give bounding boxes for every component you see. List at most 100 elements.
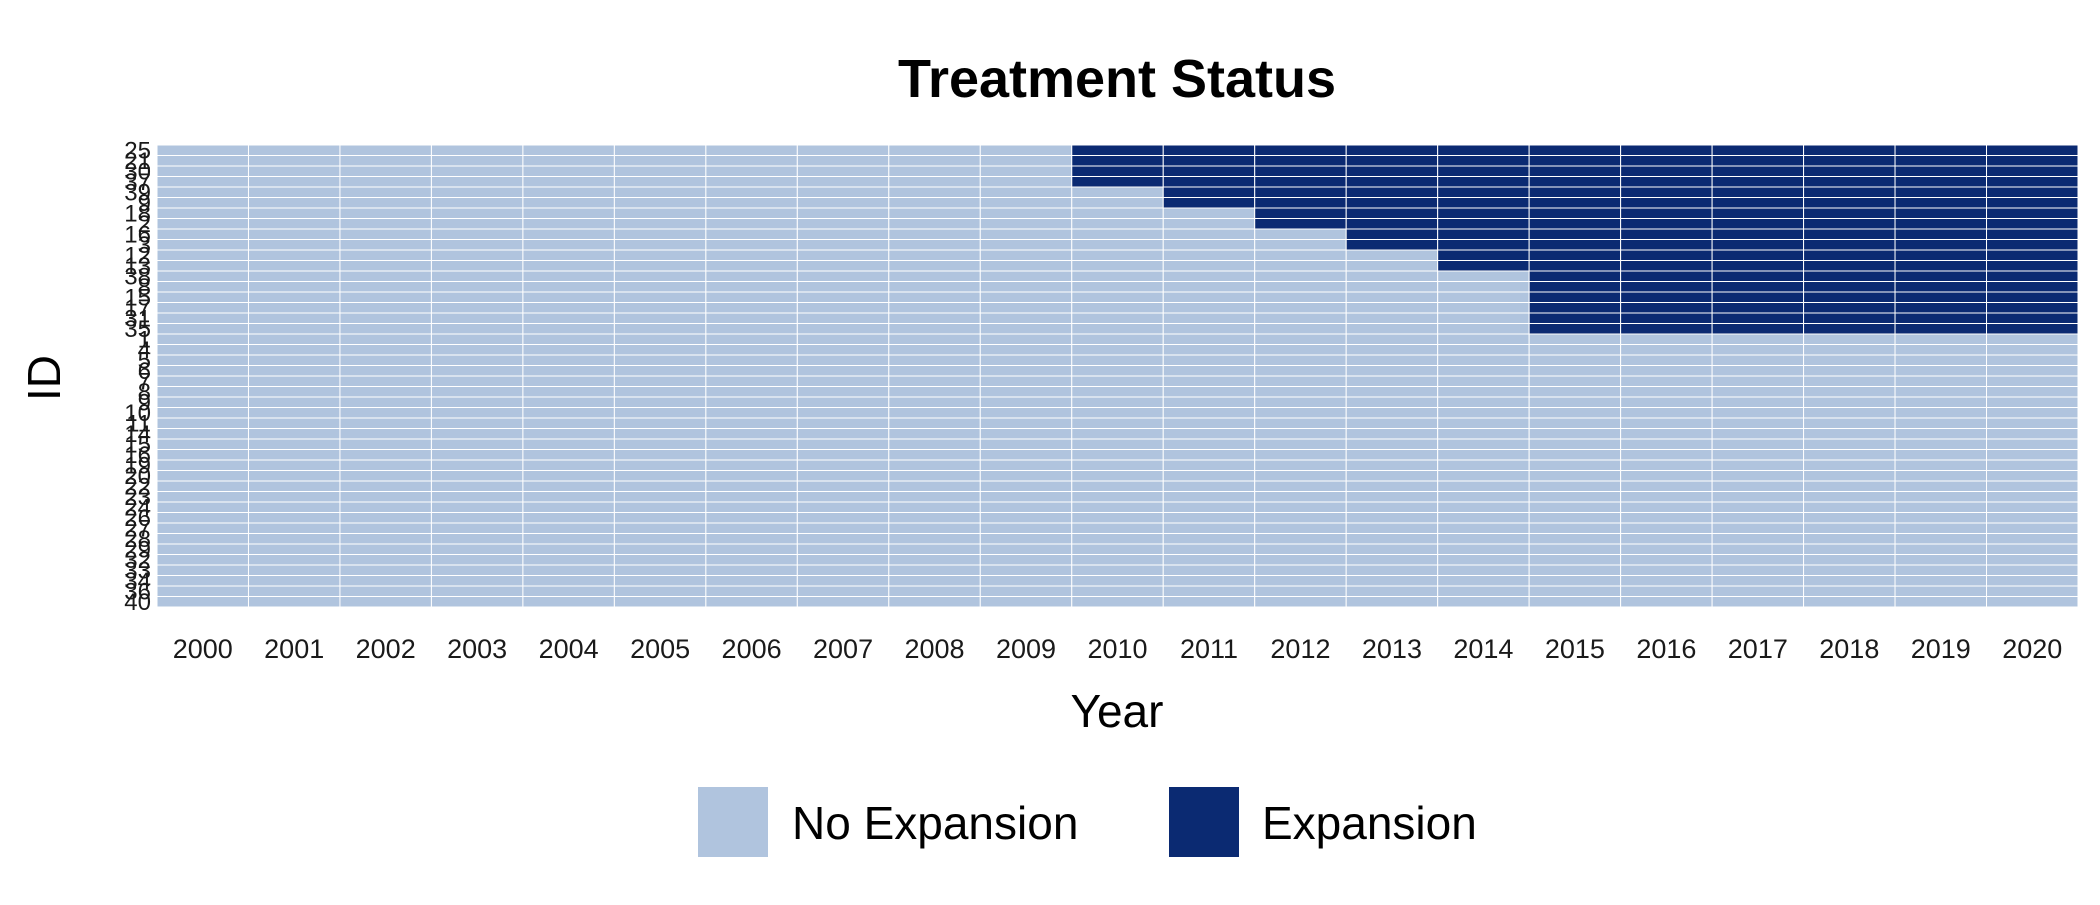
- heatmap-cell: [1803, 449, 1896, 461]
- heatmap-cell: [1711, 323, 1805, 335]
- heatmap-cell: [156, 512, 249, 524]
- heatmap-cell: [1986, 144, 2079, 156]
- heatmap-cell: [1986, 470, 2079, 482]
- heatmap-cell: [247, 291, 341, 303]
- heatmap-cell: [1803, 501, 1896, 513]
- heatmap-cell: [1345, 333, 1439, 345]
- heatmap-cell: [1986, 197, 2079, 209]
- y-tick-label: 9: [138, 190, 151, 217]
- heatmap-cell: [1986, 354, 2079, 366]
- heatmap-cell: [1071, 197, 1164, 209]
- heatmap-cell: [1711, 428, 1805, 440]
- heatmap-cell: [796, 176, 890, 188]
- heatmap-cell: [1254, 197, 1347, 209]
- heatmap-cell: [430, 186, 524, 198]
- heatmap-cell: [979, 501, 1073, 513]
- heatmap-cell: [705, 144, 798, 156]
- heatmap-cell: [430, 155, 524, 167]
- heatmap-cell: [1345, 176, 1439, 188]
- heatmap-cell: [1711, 344, 1805, 356]
- y-tick-label: 12: [124, 242, 151, 269]
- x-tick-label: 2013: [1362, 634, 1422, 664]
- heatmap-cell: [1345, 354, 1439, 366]
- heatmap-cell: [1162, 207, 1256, 219]
- heatmap-cell: [979, 375, 1073, 387]
- heatmap-cell: [1254, 407, 1347, 419]
- heatmap-cell: [613, 186, 707, 198]
- heatmap-cell: [1803, 375, 1896, 387]
- heatmap-cell: [888, 386, 981, 398]
- heatmap-cell: [1711, 596, 1805, 608]
- heatmap-cell: [705, 491, 798, 503]
- heatmap-cell: [1803, 249, 1896, 261]
- heatmap-cell: [888, 585, 981, 597]
- heatmap-cell: [1254, 596, 1347, 608]
- heatmap-cell: [1254, 228, 1347, 240]
- heatmap-cell: [1437, 386, 1530, 398]
- heatmap-cell: [522, 438, 615, 450]
- heatmap-cell: [247, 375, 341, 387]
- heatmap-cell: [796, 596, 890, 608]
- heatmap-cell: [1986, 491, 2079, 503]
- y-tick-label: 8: [138, 274, 151, 301]
- heatmap-cell: [430, 596, 524, 608]
- heatmap-cell: [1162, 575, 1256, 587]
- heatmap-cell: [1620, 281, 1713, 293]
- heatmap-cell: [1620, 218, 1713, 230]
- heatmap-cell: [339, 302, 432, 314]
- y-tick-label: 22: [124, 473, 151, 500]
- heatmap-cell: [1071, 396, 1164, 408]
- heatmap-cell: [339, 239, 432, 251]
- heatmap-cell: [1986, 302, 2079, 314]
- heatmap-cell: [156, 407, 249, 419]
- heatmap-cell: [247, 386, 341, 398]
- heatmap-cell: [1528, 249, 1622, 261]
- heatmap-cell: [1345, 312, 1439, 324]
- heatmap-cell: [1437, 512, 1530, 524]
- y-tick-label: 18: [124, 200, 151, 227]
- heatmap-cell: [247, 249, 341, 261]
- heatmap-cell: [1620, 144, 1713, 156]
- heatmap-cell: [613, 438, 707, 450]
- heatmap-cell: [430, 176, 524, 188]
- heatmap-cell: [339, 375, 432, 387]
- heatmap-cell: [522, 239, 615, 251]
- heatmap-cell: [1894, 260, 1988, 272]
- heatmap-cell: [979, 270, 1073, 282]
- x-tick-label: 2006: [722, 634, 782, 664]
- heatmap-cell: [339, 249, 432, 261]
- heatmap-cell: [1071, 155, 1164, 167]
- heatmap-cell: [1254, 491, 1347, 503]
- heatmap-cell: [1162, 186, 1256, 198]
- heatmap-cell: [979, 596, 1073, 608]
- heatmap-cell: [430, 354, 524, 366]
- heatmap-cell: [156, 249, 249, 261]
- heatmap-cell: [156, 302, 249, 314]
- y-tick-label: 20: [124, 463, 151, 490]
- heatmap-cell: [430, 459, 524, 471]
- heatmap-cell: [1528, 470, 1622, 482]
- heatmap-cell: [522, 281, 615, 293]
- heatmap-cell: [1437, 302, 1530, 314]
- heatmap-cell: [1894, 554, 1988, 566]
- heatmap-cell: [1254, 459, 1347, 471]
- heatmap-cell: [1437, 396, 1530, 408]
- heatmap-cell: [1162, 480, 1256, 492]
- heatmap-cell: [247, 186, 341, 198]
- heatmap-cell: [1711, 396, 1805, 408]
- heatmap-cell: [247, 512, 341, 524]
- heatmap-cell: [247, 144, 341, 156]
- heatmap-cell: [888, 165, 981, 177]
- heatmap-cell: [1162, 459, 1256, 471]
- heatmap-cell: [1254, 354, 1347, 366]
- heatmap-cell: [1620, 176, 1713, 188]
- y-tick-label: 37: [124, 169, 151, 196]
- heatmap-cell: [522, 186, 615, 198]
- heatmap-cell: [796, 354, 890, 366]
- heatmap-cell: [1528, 165, 1622, 177]
- heatmap-cell: [1803, 144, 1896, 156]
- heatmap-cell: [1528, 554, 1622, 566]
- heatmap-cell: [1162, 543, 1256, 555]
- heatmap-cell: [979, 564, 1073, 576]
- heatmap-cell: [1254, 176, 1347, 188]
